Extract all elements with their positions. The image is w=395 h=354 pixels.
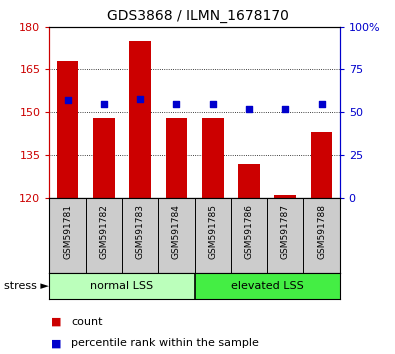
- Text: ■: ■: [51, 317, 62, 327]
- Text: GSM591782: GSM591782: [99, 204, 108, 259]
- Text: GSM591787: GSM591787: [281, 204, 290, 259]
- Text: GSM591785: GSM591785: [208, 204, 217, 259]
- Text: GSM591784: GSM591784: [172, 204, 181, 259]
- Point: [101, 101, 107, 107]
- Text: stress ►: stress ►: [4, 281, 49, 291]
- Text: elevated LSS: elevated LSS: [231, 281, 303, 291]
- Bar: [56, 61, 78, 198]
- Bar: [129, 41, 151, 198]
- Bar: [238, 164, 260, 198]
- Text: percentile rank within the sample: percentile rank within the sample: [71, 338, 259, 348]
- Text: GSM591786: GSM591786: [245, 204, 254, 259]
- Text: normal LSS: normal LSS: [90, 281, 154, 291]
- Text: GSM591781: GSM591781: [63, 204, 72, 259]
- Bar: [93, 118, 115, 198]
- Point: [173, 101, 180, 107]
- Text: GDS3868 / ILMN_1678170: GDS3868 / ILMN_1678170: [107, 9, 288, 23]
- Point: [318, 101, 325, 107]
- Bar: [275, 195, 296, 198]
- Bar: [194, 273, 340, 299]
- Point: [209, 101, 216, 107]
- Bar: [311, 132, 333, 198]
- Text: GSM591783: GSM591783: [135, 204, 145, 259]
- Bar: [202, 118, 224, 198]
- Point: [282, 106, 288, 112]
- Point: [137, 96, 143, 102]
- Bar: [49, 273, 194, 299]
- Text: GSM591788: GSM591788: [317, 204, 326, 259]
- Bar: [166, 118, 187, 198]
- Point: [246, 106, 252, 112]
- Text: count: count: [71, 317, 103, 327]
- Point: [64, 98, 71, 103]
- Text: ■: ■: [51, 338, 62, 348]
